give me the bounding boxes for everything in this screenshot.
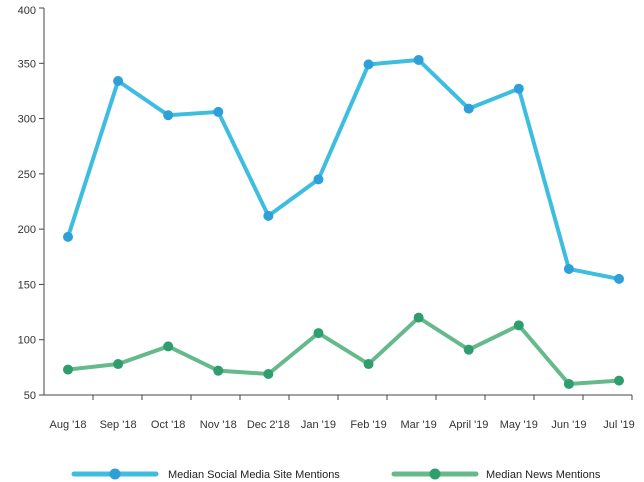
x-tick-label: April '19 (449, 419, 488, 431)
data-point (113, 359, 124, 370)
data-point (213, 365, 224, 376)
y-tick-label: 50 (24, 390, 36, 402)
data-point (213, 106, 224, 117)
x-tick-label: Nov '18 (200, 419, 237, 431)
legend-label: Median Social Media Site Mentions (168, 469, 340, 481)
x-tick-label: Feb '19 (350, 419, 386, 431)
legend-swatch-marker (429, 468, 441, 480)
data-point (563, 378, 574, 389)
data-point (63, 231, 73, 242)
x-tick-label: Dec 2'18 (247, 419, 290, 431)
data-point (113, 75, 124, 86)
data-point (163, 110, 174, 121)
y-tick-label: 250 (18, 169, 36, 181)
data-point (263, 210, 274, 221)
x-tick-label: Mar '19 (400, 419, 436, 431)
y-tick-label: 100 (18, 335, 36, 347)
y-tick-label: 400 (18, 5, 36, 17)
data-point (463, 344, 474, 355)
y-axis-ticks: 50 100 150 200 250 300 350 400 (18, 5, 44, 402)
data-point (614, 375, 624, 386)
series-layer (63, 54, 624, 389)
series-line-2 (66, 315, 621, 387)
y-tick-label: 200 (18, 224, 36, 236)
data-point (413, 54, 424, 65)
x-tick-label: Jul '19 (603, 419, 634, 431)
data-point (363, 59, 374, 70)
data-point (614, 273, 624, 284)
legend: Median Social Media Site Mentions Median … (71, 468, 601, 481)
x-tick-label: Aug '18 (50, 419, 87, 431)
chart-axes (43, 8, 632, 396)
data-point (363, 359, 374, 370)
x-axis-ticks: Aug '18 Sep '18 Oct '18 Nov '18 Dec 2'18 Jan … (50, 395, 635, 431)
legend-swatch-marker (109, 468, 121, 480)
data-point (163, 341, 174, 352)
data-point (463, 103, 474, 114)
data-point (263, 368, 274, 379)
y-tick-label: 300 (18, 114, 36, 126)
legend-label: Median News Mentions (486, 469, 601, 481)
data-point (563, 263, 574, 274)
x-tick-label: Jan '19 (301, 419, 336, 431)
x-tick-label: May '19 (500, 419, 538, 431)
data-point (413, 312, 424, 323)
x-tick-label: Oct '18 (151, 419, 186, 431)
series-line-1 (66, 57, 621, 281)
data-point (313, 174, 324, 185)
data-point (513, 320, 524, 331)
data-point (63, 364, 73, 375)
y-tick-label: 350 (18, 58, 36, 70)
x-tick-label: Sep '18 (100, 419, 137, 431)
x-tick-label: Jun '19 (551, 419, 586, 431)
data-point (313, 328, 324, 339)
y-tick-label: 150 (18, 279, 36, 291)
data-point (513, 83, 524, 94)
